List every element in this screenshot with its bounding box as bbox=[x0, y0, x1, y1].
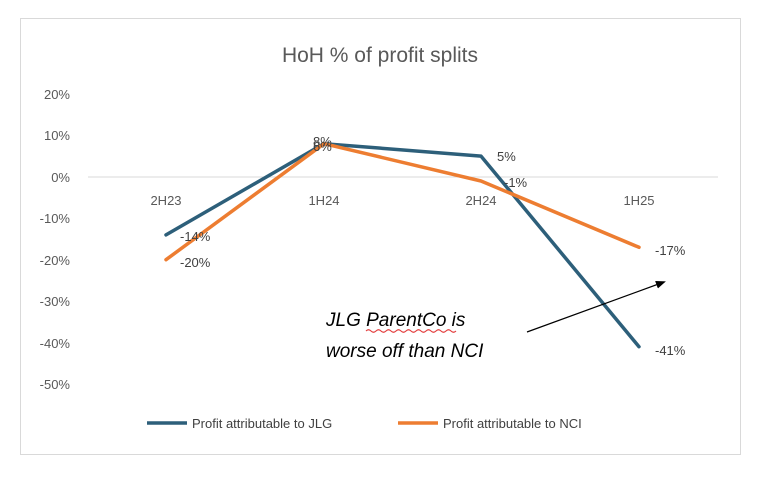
series-layer bbox=[164, 141, 641, 349]
legend-label-jlg: Profit attributable to JLG bbox=[192, 416, 332, 431]
annotation-arrow bbox=[526, 280, 666, 333]
jlg-data-label: -41% bbox=[655, 343, 686, 358]
y-tick-label: 20% bbox=[44, 87, 70, 102]
y-tick-label: -50% bbox=[40, 377, 71, 392]
y-tick-label: -40% bbox=[40, 336, 71, 351]
nci-data-label: -20% bbox=[180, 255, 211, 270]
y-tick-label: -30% bbox=[40, 294, 71, 309]
jlg-data-label: 5% bbox=[497, 149, 516, 164]
legend-label-nci: Profit attributable to NCI bbox=[443, 416, 582, 431]
chart-frame bbox=[20, 18, 741, 455]
y-tick-label: 10% bbox=[44, 128, 70, 143]
data-labels: -14% 8% 5% -41% -20% 6% -1% -17% bbox=[180, 134, 686, 358]
nci-data-label: -1% bbox=[504, 175, 528, 190]
series-line-jlg bbox=[164, 141, 641, 349]
x-tick-label: 1H25 bbox=[623, 193, 654, 208]
x-tick-label: 2H24 bbox=[465, 193, 496, 208]
x-tick-label: 2H23 bbox=[150, 193, 181, 208]
spellcheck-underline bbox=[365, 329, 457, 333]
y-tick-label: -10% bbox=[40, 211, 71, 226]
nci-data-label: 6% bbox=[313, 139, 332, 154]
legend: Profit attributable to JLG Profit attrib… bbox=[147, 416, 582, 431]
annotation: JLG ParentCo is worse off than NCI bbox=[325, 280, 666, 362]
jlg-data-label: 8% bbox=[313, 134, 332, 149]
jlg-data-label: -14% bbox=[180, 229, 211, 244]
chart-title: HoH % of profit splits bbox=[282, 44, 478, 67]
annotation-line-1: JLG ParentCo is bbox=[325, 310, 466, 331]
x-tick-label: 1H24 bbox=[308, 193, 339, 208]
series-line-nci bbox=[164, 141, 641, 262]
y-axis-ticks: 20% 10% 0% -10% -20% -30% -40% -50% bbox=[40, 87, 71, 392]
nci-data-label: -17% bbox=[655, 243, 686, 258]
x-axis-ticks: 2H23 1H24 2H24 1H25 bbox=[150, 193, 654, 208]
y-tick-label: -20% bbox=[40, 253, 71, 268]
y-tick-label: 0% bbox=[51, 170, 70, 185]
annotation-line-2: worse off than NCI bbox=[326, 341, 484, 362]
